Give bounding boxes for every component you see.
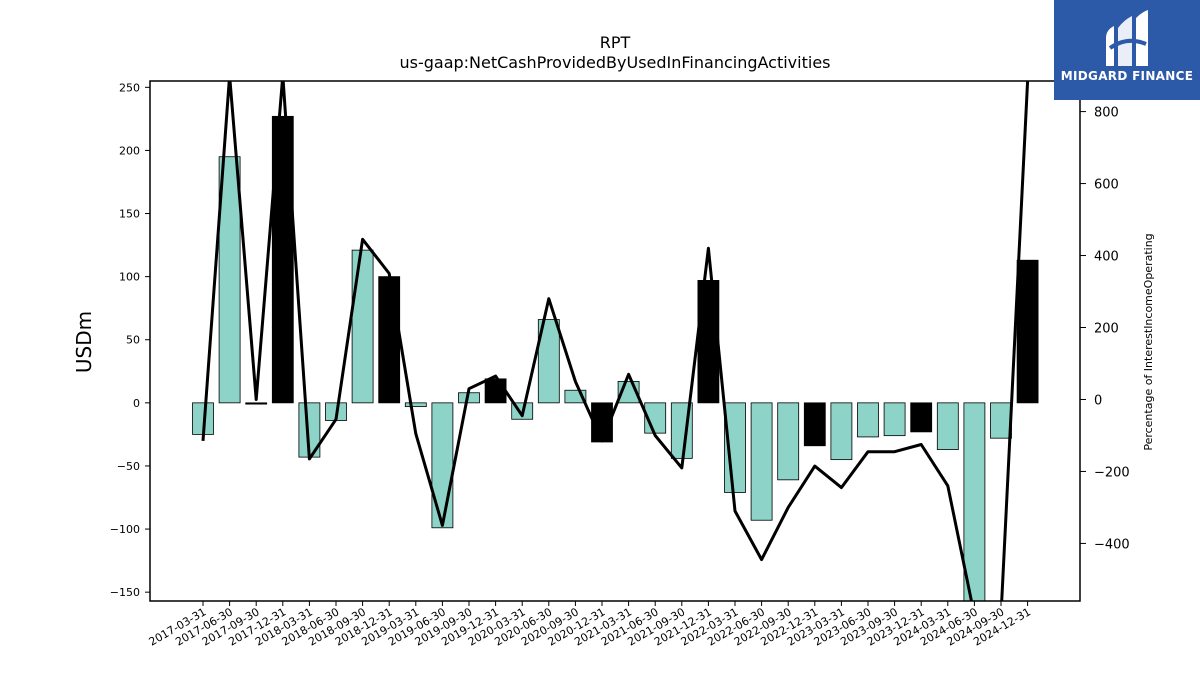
line-series [201,81,1030,601]
midgard-logo-icon [1106,10,1148,66]
y2-tick-label: 600 [1094,178,1119,193]
y-tick-label: 100 [119,271,140,284]
bar [537,319,560,404]
bar [963,402,986,601]
bar [777,402,800,481]
bar [484,378,507,404]
bar [936,402,959,450]
bar [1016,259,1039,404]
y-tick-label: 250 [119,81,140,94]
bar-series [192,115,1039,601]
y-tick-label: 0 [133,397,140,410]
y-tick-label: −100 [110,523,140,536]
y-axis-label: USDm [72,311,96,373]
bar [378,276,401,404]
bar [750,402,773,521]
bar [803,402,826,447]
bar [245,402,268,405]
bar [883,402,906,437]
x-axis: 2017-03-312017-06-302017-09-302017-12-31… [147,601,1033,649]
bar [404,402,427,408]
bar [857,402,879,438]
y2-tick-label: 400 [1094,250,1119,265]
bar [271,115,294,404]
y-tick-label: −150 [110,586,140,599]
chart-subtitle: us-gaap:NetCashProvidedByUsedInFinancing… [399,53,830,72]
bar [910,402,933,433]
chart-title: RPT [600,33,631,52]
brand-name: MIDGARD FINANCE [1060,69,1194,83]
y-tick-label: 200 [119,144,140,157]
bar [990,402,1012,439]
bar [830,402,853,461]
series-line [201,81,1030,601]
y2-tick-label: 0 [1094,393,1102,408]
y-tick-label: 150 [119,208,140,221]
y2-tick-label: −200 [1094,465,1130,480]
y2-axis: −400 −200 0 200 400 600 800 [1080,106,1130,552]
plot-frame [149,80,1081,602]
y-axis: −150 −100 −50 0 50 100 150 200 250 [110,81,150,599]
bar [351,249,374,404]
y2-axis-label: Percentage of InterestIncomeOperating [1142,233,1155,450]
brand-logo: MIDGARD FINANCE [1054,0,1200,100]
y2-tick-label: 200 [1094,322,1119,337]
y2-tick-label: 800 [1094,106,1119,121]
y-tick-label: −50 [117,460,140,473]
bar [218,156,241,404]
y-tick-label: 50 [126,334,140,347]
bar [431,402,454,529]
y2-tick-label: −400 [1094,537,1130,552]
